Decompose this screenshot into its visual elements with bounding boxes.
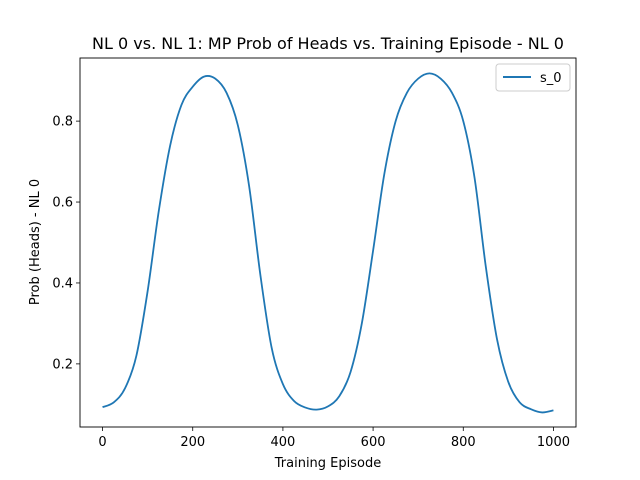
- x-tick-label: 200: [180, 435, 205, 450]
- y-tick-label: 0.2: [52, 357, 73, 372]
- y-tick-label: 0.8: [52, 115, 73, 130]
- y-tick-label: 0.6: [52, 196, 73, 211]
- x-axis-label: Training Episode: [274, 456, 381, 471]
- x-tick-label: 0: [98, 435, 106, 450]
- chart-title: NL 0 vs. NL 1: MP Prob of Heads vs. Trai…: [92, 34, 564, 53]
- legend-box: [495, 63, 571, 92]
- plot-frame: [79, 57, 577, 428]
- plot-area: [80, 58, 576, 427]
- x-tick-label: 800: [451, 435, 476, 450]
- x-tick-label: 400: [270, 435, 295, 450]
- y-axis-label: Prob (Heads) - NL 0: [28, 179, 43, 305]
- axis-ticks: 0 200 400 600 800 1000 0.2 0.4 0.6 0.8: [52, 115, 570, 450]
- y-tick-label: 0.4: [52, 276, 73, 291]
- legend: s_0: [495, 63, 571, 92]
- series-line-s_0: [102, 72, 554, 414]
- legend-label-s_0: s_0: [540, 71, 562, 86]
- series-layer: [102, 72, 554, 414]
- x-tick-label: 1000: [537, 435, 570, 450]
- x-tick-label: 600: [361, 435, 386, 450]
